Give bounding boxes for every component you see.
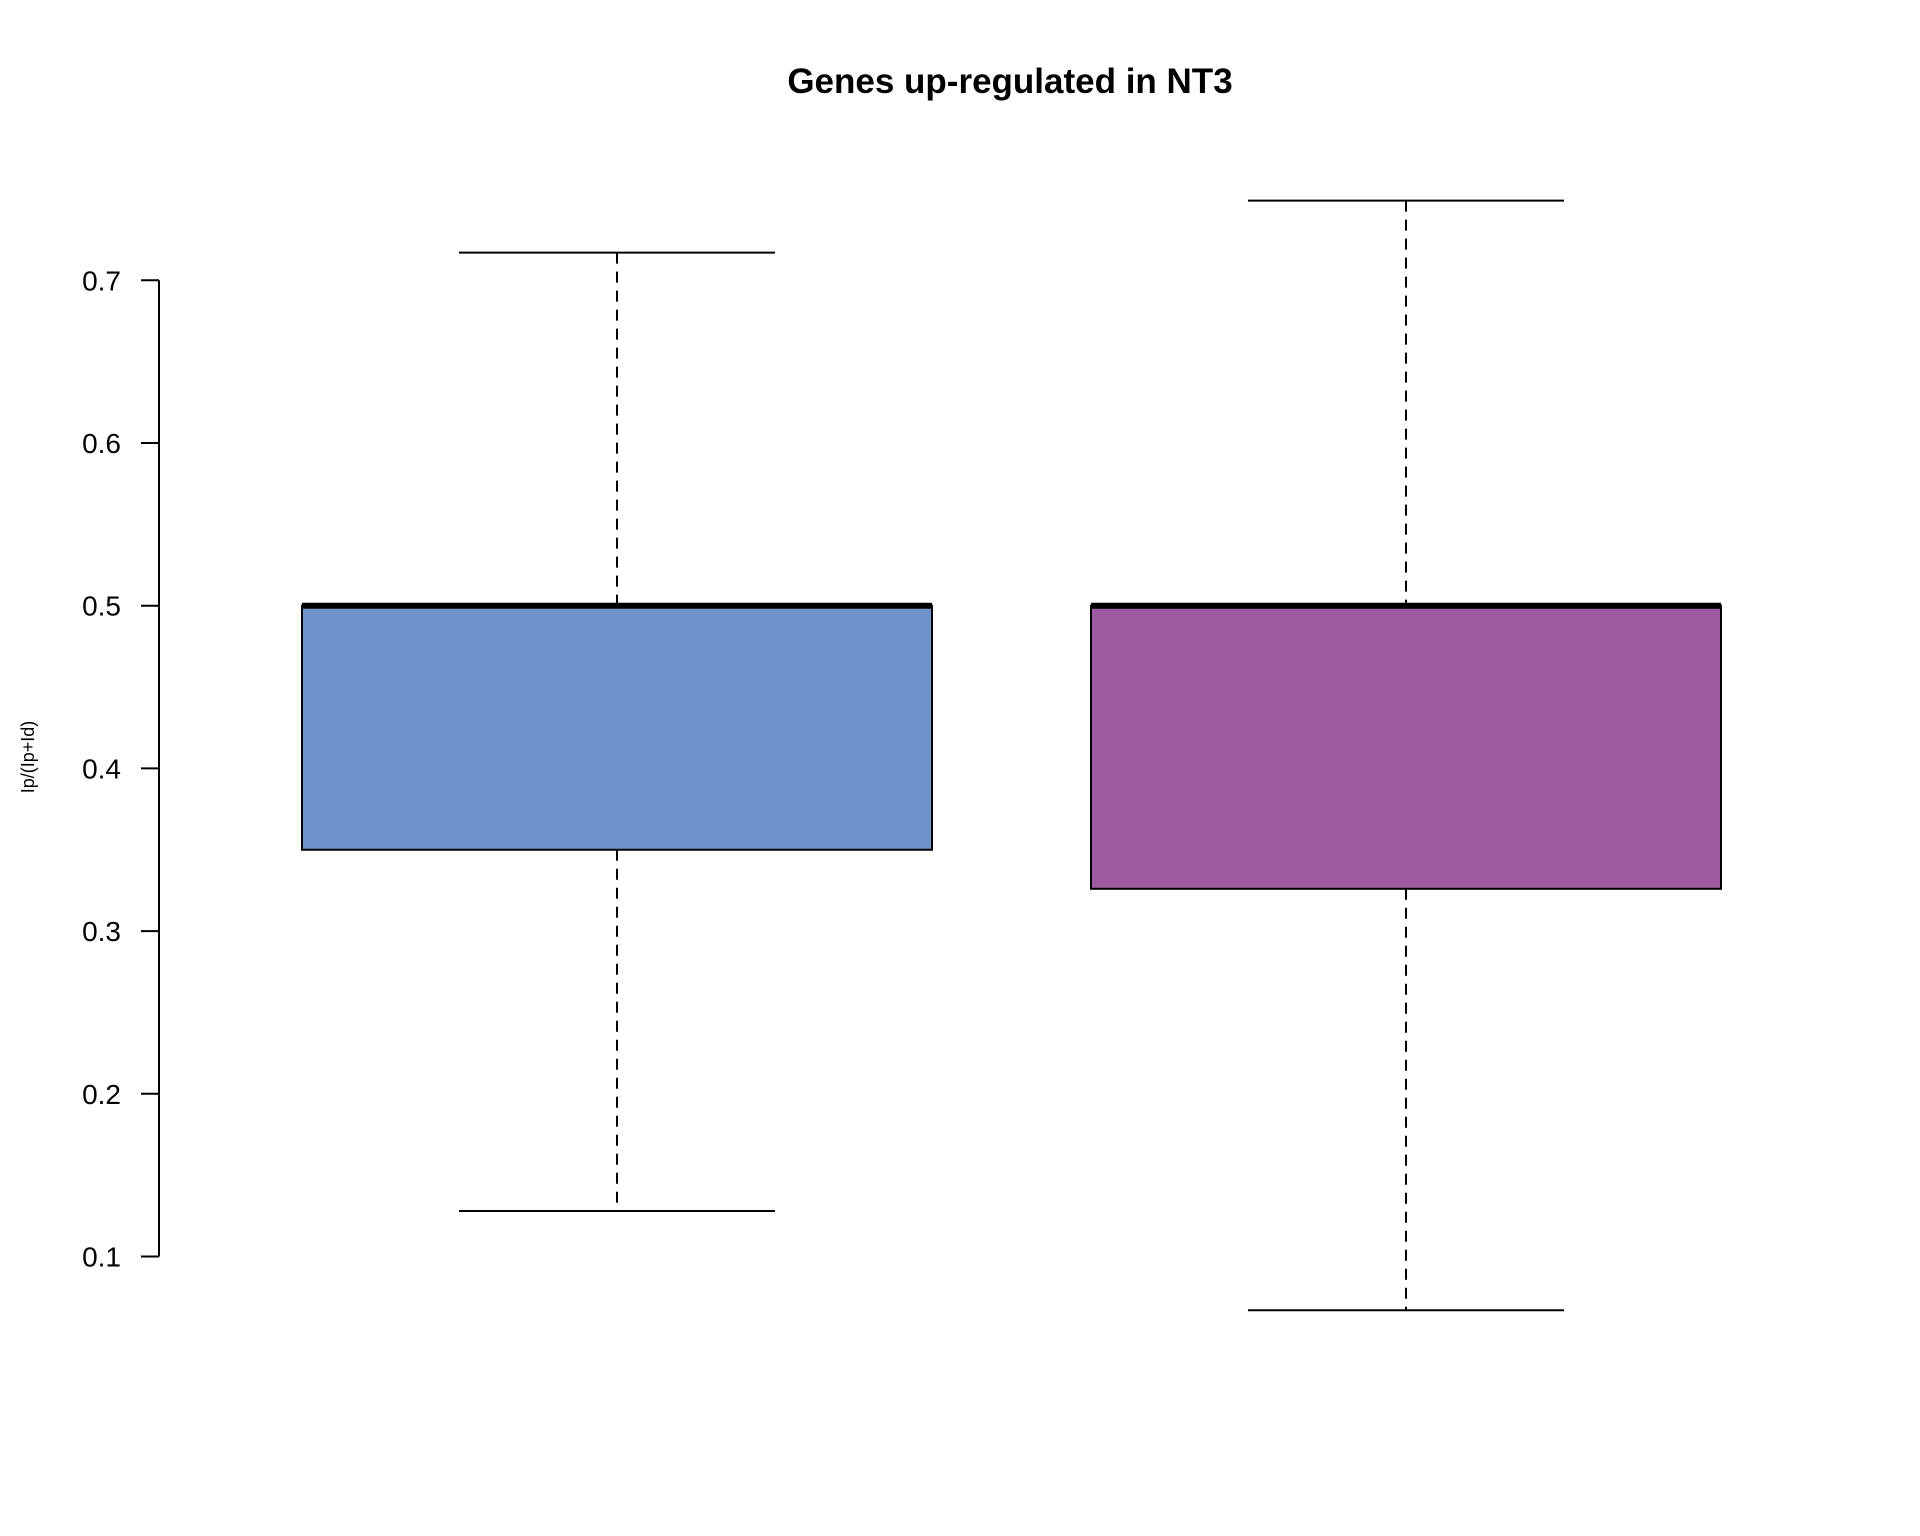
chart-title: Genes up-regulated in NT3 <box>787 62 1232 101</box>
y-axis: 0.1 0.2 0.3 0.4 0.5 0.6 0.7 <box>82 265 160 1273</box>
y-tick-label: 0.7 <box>82 265 121 296</box>
y-tick-label: 0.5 <box>82 591 121 622</box>
box-2 <box>1090 199 1722 1312</box>
y-axis-label: Ip/(Ip+Id) <box>18 721 38 794</box>
y-tick-label: 0.4 <box>82 753 121 784</box>
box-1 <box>301 251 933 1212</box>
boxes <box>301 199 1722 1312</box>
box-body <box>1090 604 1722 890</box>
y-tick-label: 0.2 <box>82 1079 121 1110</box>
box-body <box>301 604 933 851</box>
y-tick-label: 0.1 <box>82 1242 121 1273</box>
y-tick-label: 0.3 <box>82 916 121 947</box>
y-tick-label: 0.6 <box>82 428 121 459</box>
